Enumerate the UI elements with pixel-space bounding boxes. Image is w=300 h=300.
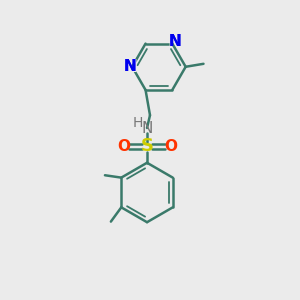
Text: N: N bbox=[168, 34, 181, 49]
Text: S: S bbox=[140, 137, 154, 155]
Text: H: H bbox=[132, 116, 143, 130]
Text: N: N bbox=[168, 34, 181, 49]
Text: N: N bbox=[141, 121, 153, 136]
Text: N: N bbox=[167, 32, 182, 50]
Text: N: N bbox=[123, 59, 136, 74]
Text: N: N bbox=[122, 58, 137, 76]
Text: O: O bbox=[117, 139, 130, 154]
Text: N: N bbox=[123, 59, 136, 74]
Text: O: O bbox=[164, 139, 177, 154]
